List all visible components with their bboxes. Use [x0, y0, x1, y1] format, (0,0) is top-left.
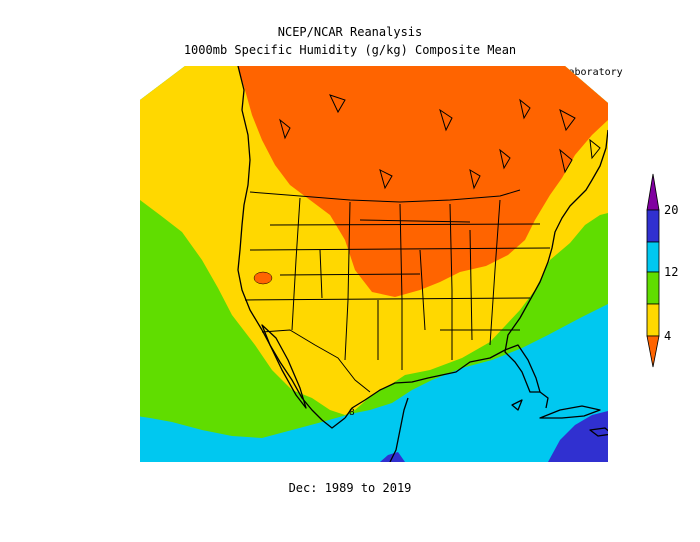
colorbar-cap-bottom: [646, 335, 660, 368]
colorbar-cap-top: [646, 173, 660, 211]
colorbar-label-12: 12: [664, 265, 679, 279]
map-title: NCEP/NCAR Reanalysis: [277, 25, 423, 39]
canada-islands: [279, 94, 601, 190]
band-lt4: [238, 66, 608, 297]
colorbar-label-20: 20: [664, 203, 679, 217]
colorbar-segment-4-8: [646, 303, 660, 337]
colorbar: [646, 173, 660, 368]
band-16-20-caribbean: [548, 410, 608, 462]
map-subtitle: 1000mb Specific Humidity (g/kg) Composit…: [183, 43, 517, 57]
state-borders: [244, 189, 551, 393]
map-panel: [140, 66, 608, 462]
colorbar-segment-8-12: [646, 271, 660, 305]
band-lt4-basin: [253, 271, 273, 285]
colorbar-segment-16-20: [646, 209, 660, 243]
date-range-footer: Dec: 1989 to 2019: [288, 481, 412, 495]
contour-label-8: 8: [349, 408, 355, 418]
coastlines: [237, 66, 608, 462]
colorbar-segment-12-16: [646, 241, 660, 273]
colorbar-label-4: 4: [664, 329, 672, 343]
